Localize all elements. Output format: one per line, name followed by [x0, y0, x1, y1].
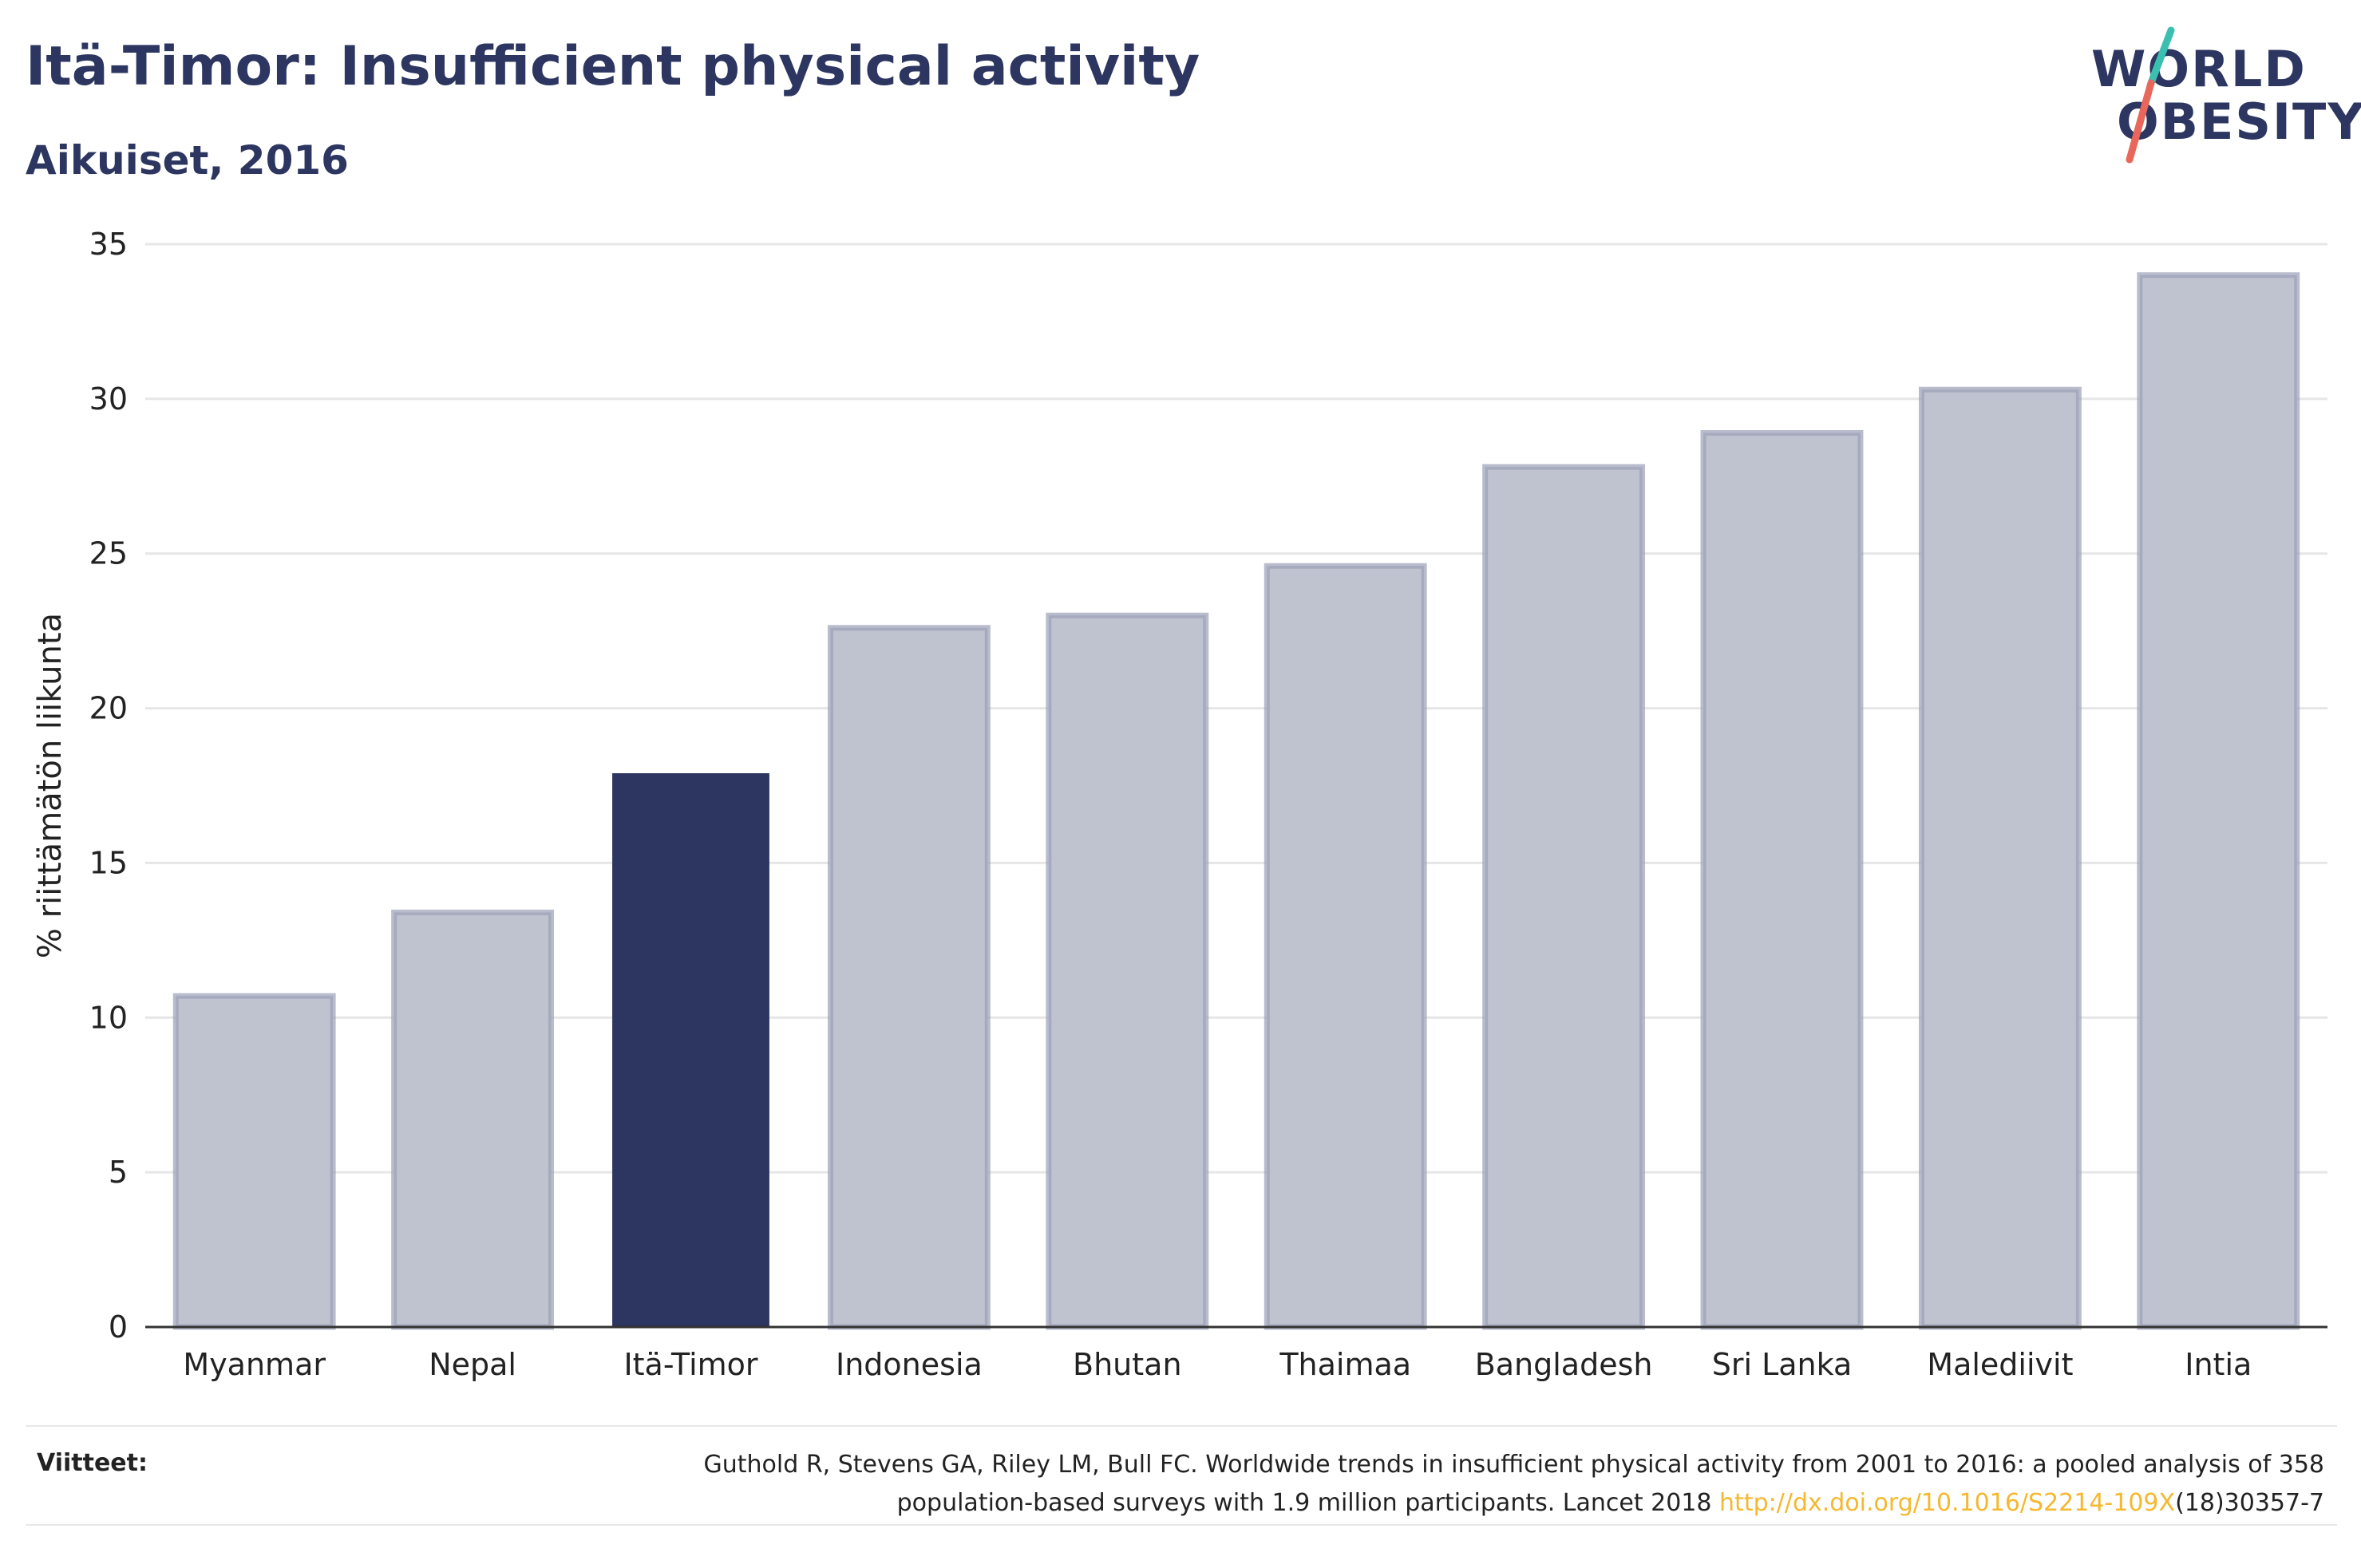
y-tick-label: 15 — [89, 845, 128, 880]
bar-sri-lanka[interactable] — [1700, 430, 1864, 1330]
x-tick-label: Itä-Timor — [623, 1347, 757, 1382]
bar-nepal[interactable] — [391, 909, 555, 1330]
bar-itä-timor[interactable] — [612, 772, 769, 1327]
bars — [172, 272, 2300, 1330]
y-tick-label: 10 — [89, 1000, 128, 1035]
bar-bhutan[interactable] — [1046, 612, 1209, 1330]
chart-title: Itä-Timor: Insufficient physical activit… — [26, 35, 1200, 98]
y-tick-label: 25 — [89, 536, 128, 571]
tick-labels: 0 5 10 15 20 25 30 35 Myanmar Nepal Itä-Timor Indon… — [32, 227, 2252, 1382]
reference-line-2-prefix: population-based surveys with 1.9 millio… — [896, 1489, 1720, 1517]
bar-thaimaa[interactable] — [1264, 563, 1427, 1330]
x-tick-label: Indonesia — [836, 1347, 983, 1382]
logo-text-obesity: OBESITY — [2117, 93, 2361, 151]
x-tick-label: Intia — [2185, 1347, 2252, 1382]
references-label: Viitteet: — [37, 1449, 148, 1477]
logo-slash-icon — [2126, 26, 2175, 164]
x-tick-label: Myanmar — [183, 1347, 326, 1382]
bar-myanmar[interactable] — [172, 993, 336, 1330]
y-tick-label: 30 — [89, 381, 128, 417]
world-obesity-logo: WORLD OBESITY — [2075, 24, 2361, 168]
bar-malediivit[interactable] — [1918, 386, 2082, 1330]
reference-line-2-suffix: (18)30357-7 — [2175, 1489, 2324, 1517]
y-tick-label: 35 — [89, 227, 128, 262]
bar-chart: 0 5 10 15 20 25 30 35 Myanmar Nepal Itä-Timor Indon… — [32, 227, 2327, 1382]
x-tick-label: Malediivit — [1927, 1347, 2073, 1382]
reference-line-2: population-based surveys with 1.9 millio… — [409, 1484, 2324, 1523]
y-tick-label: 20 — [89, 691, 128, 726]
x-tick-label: Sri Lanka — [1712, 1347, 1853, 1382]
x-tick-label: Bhutan — [1073, 1347, 1182, 1382]
references-text: Guthold R, Stevens GA, Riley LM, Bull FC… — [409, 1446, 2324, 1523]
reference-line-1: Guthold R, Stevens GA, Riley LM, Bull FC… — [703, 1451, 2324, 1479]
footer-divider-bottom — [26, 1524, 2337, 1526]
logo-text-world: WORLD — [2091, 40, 2307, 98]
bar-intia[interactable] — [2137, 272, 2300, 1330]
x-tick-label: Bangladesh — [1475, 1347, 1653, 1382]
y-axis-label: % riittämätön liikunta — [32, 613, 69, 958]
x-tick-label: Nepal — [429, 1347, 516, 1382]
y-tick-label: 0 — [109, 1309, 128, 1345]
y-tick-label: 5 — [109, 1155, 128, 1190]
bar-indonesia[interactable] — [827, 625, 991, 1330]
chart-subtitle: Aikuiset, 2016 — [26, 137, 349, 184]
x-tick-label: Thaimaa — [1279, 1347, 1411, 1382]
bar-bangladesh[interactable] — [1482, 464, 1646, 1330]
footer-divider-top — [26, 1425, 2337, 1427]
reference-doi-link[interactable]: http://dx.doi.org/10.1016/S2214-109X — [1719, 1489, 2176, 1517]
